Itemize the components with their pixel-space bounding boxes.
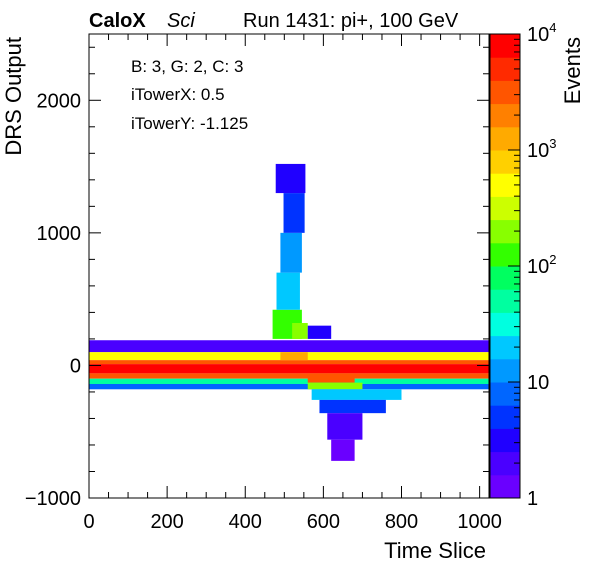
z-tick-exponent: 2 — [549, 252, 556, 267]
y-axis-label: DRS Output — [1, 37, 26, 156]
z-tick-label: 102 — [527, 252, 556, 278]
heatmap-cell — [283, 193, 305, 233]
info-line-2: iTowerX: 0.5 — [131, 85, 225, 104]
palette-swatch — [490, 358, 520, 383]
z-tick-label: 103 — [527, 136, 556, 162]
z-tick-exponent: 4 — [549, 20, 556, 35]
palette-swatch — [490, 474, 520, 499]
heatmap-cell — [327, 413, 363, 440]
heatmap-cell — [307, 382, 363, 390]
heatmap-cell — [89, 373, 489, 379]
heatmap-cell — [276, 272, 300, 310]
z-tick-label: 104 — [527, 20, 556, 46]
palette-swatch — [490, 80, 520, 105]
y-tick-label: 1000 — [37, 223, 82, 245]
palette-swatch — [490, 335, 520, 360]
palette-swatch — [490, 34, 520, 58]
z-tick-exponent: 3 — [549, 136, 556, 151]
palette-swatch — [490, 289, 520, 313]
info-line-1: B: 3, G: 2, C: 3 — [131, 57, 243, 76]
z-tick-base: 1 — [527, 488, 538, 510]
y-tick-label: 0 — [70, 355, 81, 377]
palette-swatch — [490, 196, 520, 221]
z-tick-label: 1 — [527, 488, 538, 510]
palette-swatch — [490, 428, 520, 453]
heatmap-cell — [292, 323, 308, 339]
palette-swatch — [490, 126, 520, 151]
palette-swatch — [490, 405, 520, 429]
heatmap-cells — [89, 163, 489, 461]
subtitle-label: Sci — [167, 10, 195, 32]
heatmap-cell — [319, 399, 386, 414]
z-tick-base: 10 — [527, 372, 549, 394]
heatmap-cell — [89, 340, 489, 353]
x-tick-label: 400 — [229, 511, 262, 533]
palette-swatch — [490, 382, 520, 406]
heatmap-cell — [280, 352, 308, 361]
z-tick-base: 10 — [527, 24, 549, 46]
heatmap-cell — [331, 439, 355, 461]
x-tick-label: 200 — [150, 511, 183, 533]
plot-frame — [88, 33, 490, 499]
x-tick-label: 1000 — [457, 511, 502, 533]
brand-label: CaloX — [89, 10, 146, 32]
run-label: Run 1431: pi+, 100 GeV — [243, 10, 459, 32]
x-axis-label: Time Slice — [384, 538, 486, 563]
color-palette — [490, 34, 520, 499]
heatmap-cell — [307, 373, 355, 383]
info-line-3: iTowerY: -1.125 — [131, 114, 248, 133]
z-tick-label: 10 — [527, 372, 549, 394]
heatmap-cell — [275, 163, 306, 194]
palette-swatch — [490, 242, 520, 267]
palette-swatch — [490, 57, 520, 81]
x-tick-label: 800 — [385, 511, 418, 533]
heatmap-cell — [280, 232, 302, 273]
palette-swatch — [490, 266, 520, 290]
x-tick-label: 0 — [83, 511, 94, 533]
palette-swatch — [490, 219, 520, 244]
palette-swatch — [490, 150, 520, 174]
palette-swatch — [490, 451, 520, 476]
z-tick-base: 10 — [527, 256, 549, 278]
x-tick-label: 600 — [307, 511, 340, 533]
y-tick-label: 2000 — [37, 90, 82, 112]
heatmap-cell — [89, 378, 489, 384]
heatmap-cell — [89, 360, 489, 365]
heatmap-cell — [89, 364, 489, 374]
palette-swatch — [490, 173, 520, 197]
y-tick-label: −1000 — [25, 488, 81, 510]
z-axis-label: Events — [560, 37, 585, 104]
heatmap-cell — [307, 325, 332, 339]
z-tick-base: 10 — [527, 140, 549, 162]
palette-swatch — [490, 103, 520, 128]
palette-swatch — [490, 312, 520, 337]
heatmap-cell — [311, 389, 402, 400]
heatmap-cell — [89, 383, 489, 390]
